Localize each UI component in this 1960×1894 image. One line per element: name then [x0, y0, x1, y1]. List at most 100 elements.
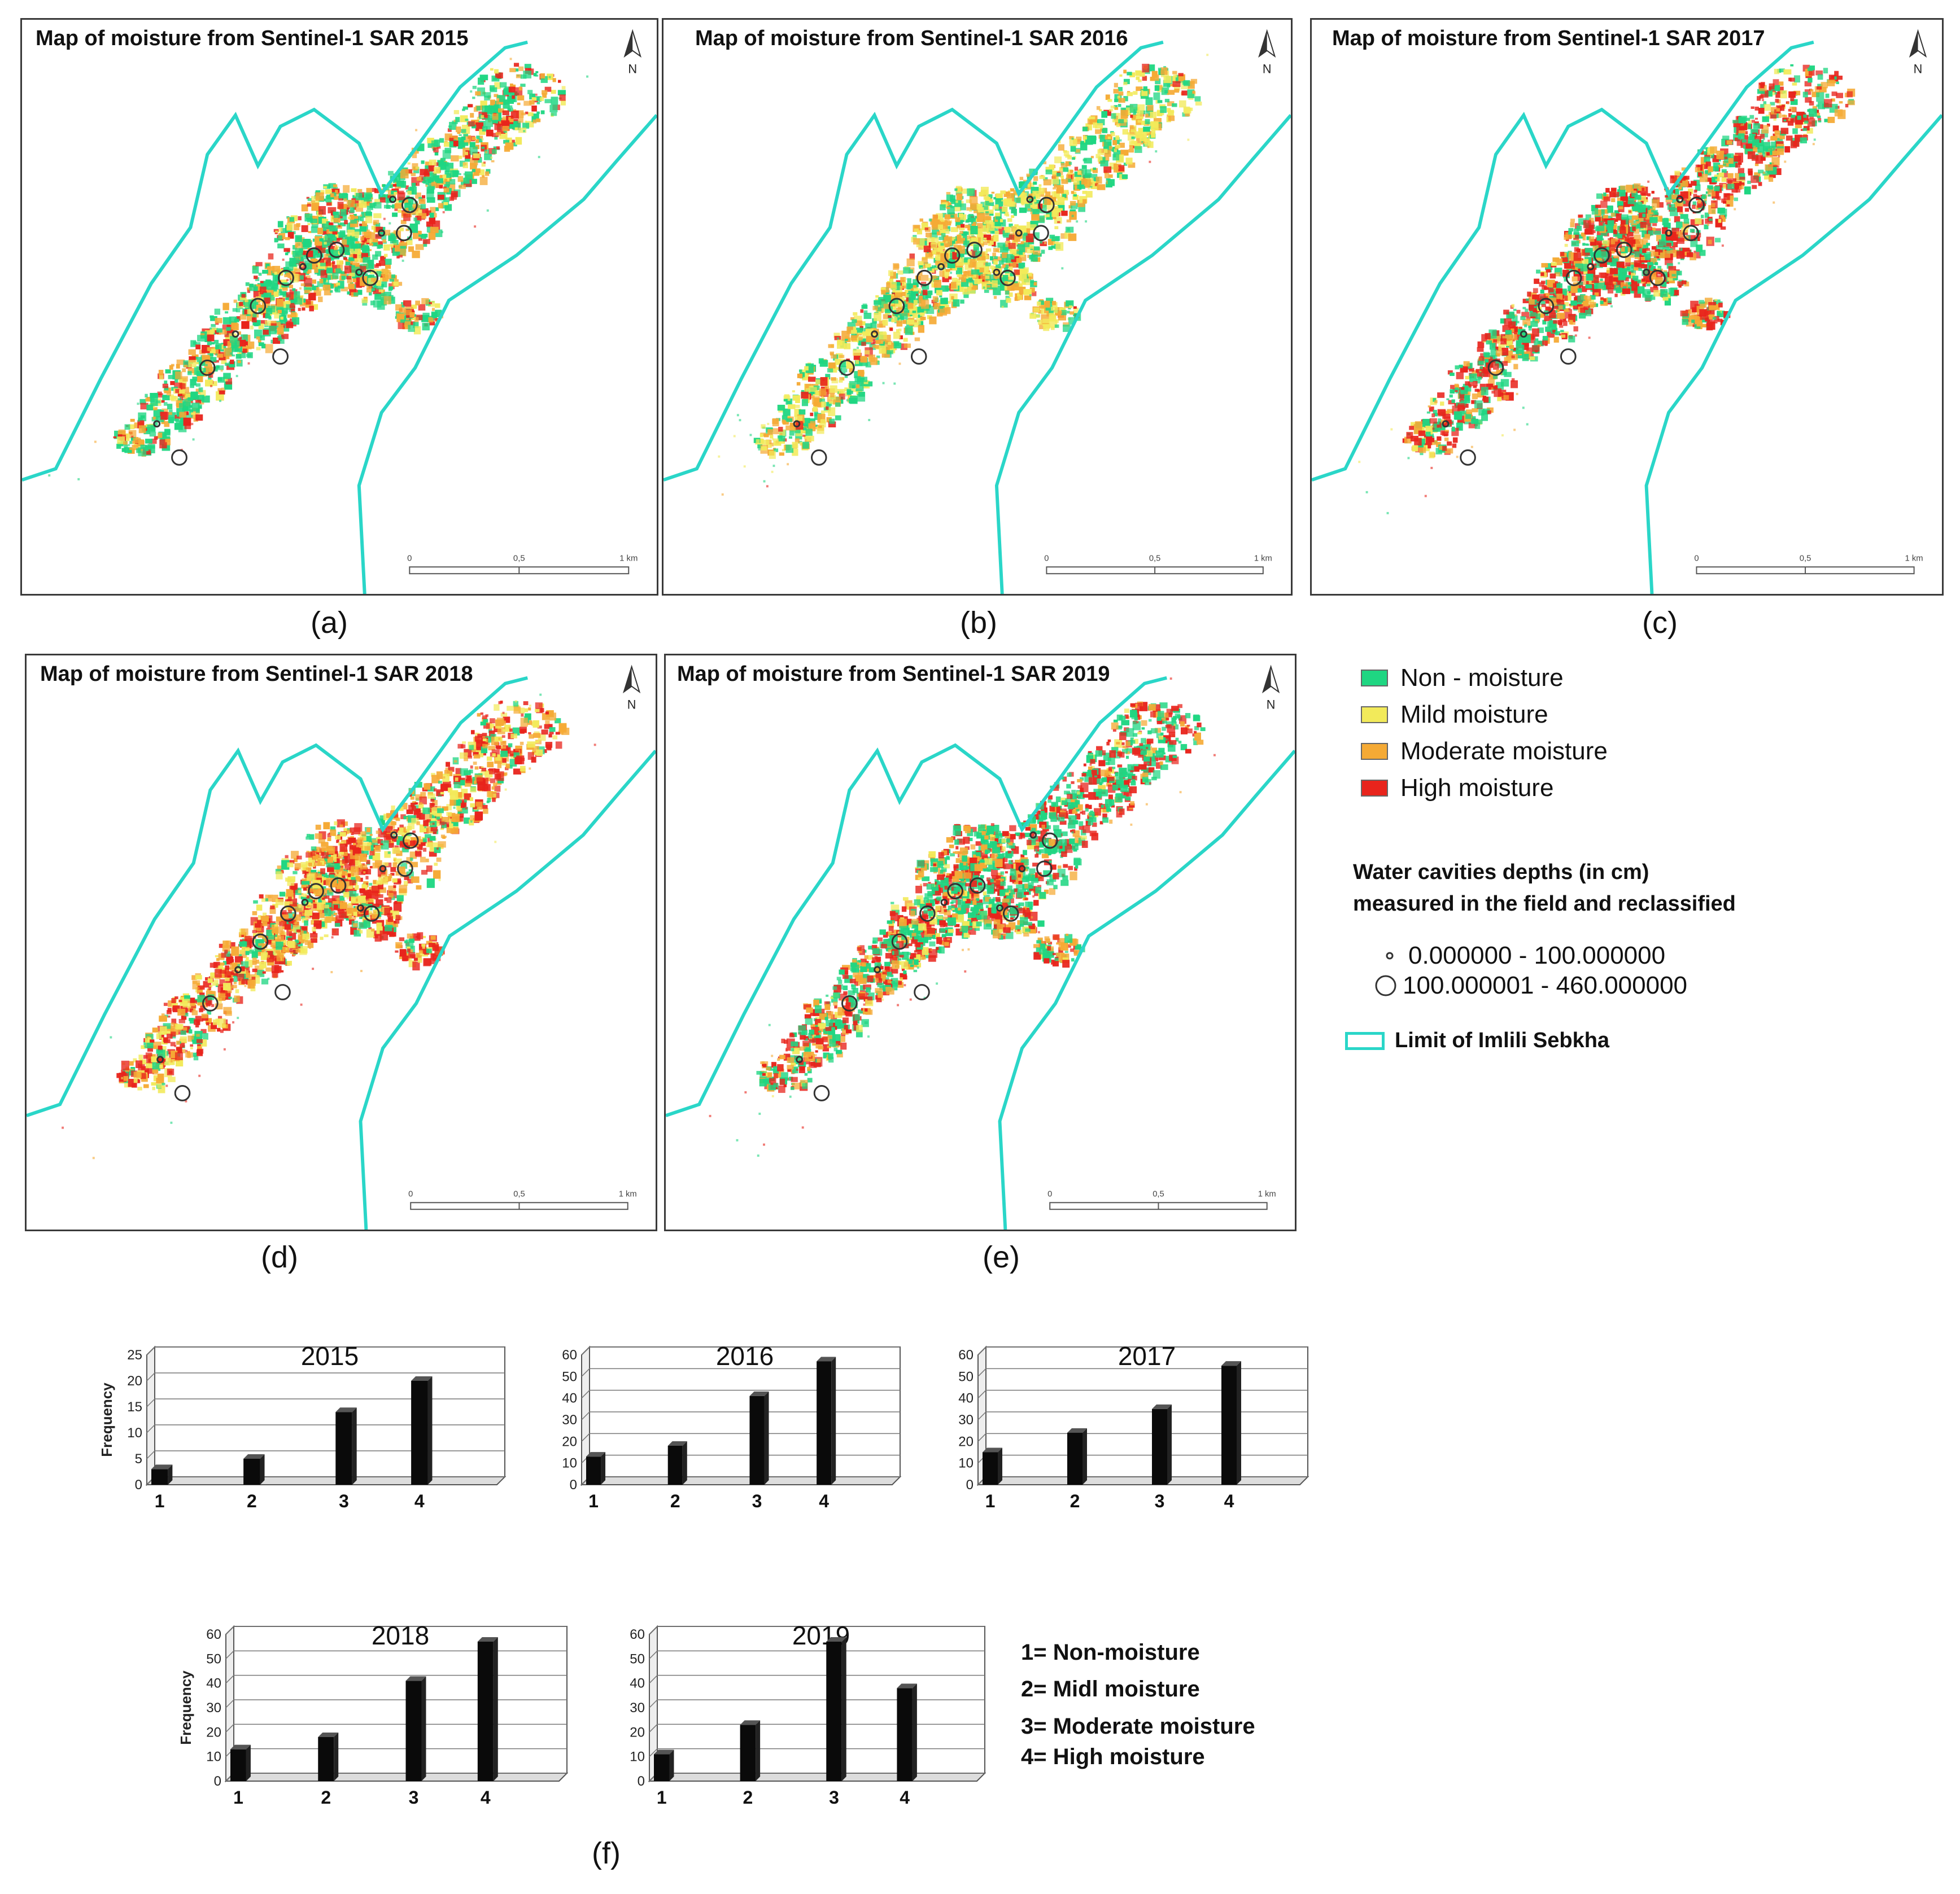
moisture-pixel — [957, 220, 963, 227]
moisture-pixel — [1066, 177, 1072, 183]
moisture-pixel — [247, 309, 253, 314]
moisture-pixel — [350, 214, 355, 220]
moisture-pixel — [1657, 258, 1661, 261]
moisture-pixel — [1747, 151, 1756, 159]
moisture-pixel — [1622, 288, 1631, 294]
moisture-pixel — [238, 339, 246, 347]
moisture-pixel — [260, 320, 267, 325]
moisture-pixel — [310, 259, 317, 265]
moisture-pixel — [317, 281, 324, 287]
moisture-pixel — [359, 200, 367, 208]
moisture-pixel — [117, 430, 126, 436]
moisture-pixel — [1135, 70, 1142, 76]
moisture-pixel — [1771, 157, 1780, 165]
moisture-pixel — [974, 207, 980, 213]
cavity-circle-large — [199, 359, 216, 376]
moisture-pixel — [905, 300, 913, 305]
moisture-pixel — [995, 212, 1001, 217]
moisture-pixel — [211, 342, 215, 345]
moisture-pixel — [422, 322, 430, 331]
moisture-pixel — [435, 178, 443, 183]
moisture-pixel — [914, 228, 919, 233]
moisture-pixel — [1004, 212, 1009, 216]
moisture-pixel — [1687, 183, 1692, 187]
moisture-pixel — [875, 340, 881, 344]
moisture-pixel — [328, 265, 332, 268]
moisture-pixel — [315, 192, 324, 201]
moisture-pixel — [138, 417, 143, 422]
moisture-pixel — [975, 251, 982, 257]
moisture-pixel — [1572, 276, 1578, 282]
moisture-pixel — [152, 416, 158, 420]
moisture-pixel — [767, 422, 770, 425]
moisture-pixel — [124, 447, 132, 453]
moisture-pixel — [312, 279, 317, 284]
moisture-pixel — [420, 234, 426, 239]
moisture-pixel — [322, 285, 331, 291]
moisture-pixel — [474, 168, 481, 173]
moisture-pixel — [789, 436, 793, 439]
moisture-pixel — [456, 126, 461, 133]
moisture-pixel — [366, 285, 372, 290]
moisture-pixel — [515, 137, 522, 145]
moisture-pixel — [966, 207, 971, 211]
moisture-pixel — [1041, 250, 1045, 254]
moisture-pixel — [1189, 107, 1193, 111]
moisture-pixel — [893, 342, 902, 349]
moisture-pixel — [1751, 176, 1759, 183]
moisture-pixel — [1751, 106, 1754, 109]
moisture-pixel — [446, 173, 451, 178]
moisture-pixel — [165, 436, 171, 440]
moisture-pixel — [990, 229, 994, 234]
moisture-pixel — [399, 248, 407, 256]
moisture-pixel — [1721, 198, 1726, 203]
moisture-pixel — [870, 357, 878, 365]
moisture-pixel — [396, 180, 405, 187]
moisture-pixel — [1045, 191, 1051, 197]
moisture-pixel — [492, 113, 499, 120]
moisture-pixel — [423, 176, 431, 184]
moisture-pixel — [1015, 231, 1023, 237]
moisture-pixel — [795, 433, 802, 440]
moisture-pixel — [1016, 249, 1019, 252]
moisture-pixel — [721, 493, 724, 496]
moisture-pixel — [769, 450, 776, 459]
moisture-pixel — [150, 393, 158, 399]
moisture-pixel — [303, 277, 307, 279]
moisture-pixel — [1690, 229, 1695, 233]
moisture-pixel — [352, 272, 360, 279]
moisture-pixel — [359, 224, 363, 226]
moisture-pixel — [995, 269, 999, 273]
moisture-pixel — [1068, 307, 1071, 310]
moisture-pixel — [1050, 326, 1055, 330]
moisture-pixel — [1118, 142, 1125, 148]
moisture-pixel — [757, 444, 763, 449]
moisture-pixel — [961, 224, 965, 228]
moisture-pixel — [954, 188, 958, 191]
moisture-pixel — [881, 290, 886, 295]
moisture-pixel — [1133, 112, 1136, 115]
moisture-pixel — [918, 325, 924, 333]
moisture-pixel — [1050, 196, 1057, 202]
moisture-pixel — [265, 263, 270, 268]
moisture-pixel — [1117, 87, 1123, 91]
moisture-pixel — [542, 90, 548, 95]
moisture-pixel — [190, 340, 197, 347]
moisture-pixel — [413, 314, 416, 317]
moisture-pixel — [1045, 195, 1050, 198]
moisture-pixel — [888, 317, 893, 322]
moisture-pixel — [1116, 123, 1120, 128]
moisture-pixel — [1009, 223, 1013, 228]
moisture-pixel — [523, 130, 526, 133]
moisture-pixel — [425, 182, 429, 186]
moisture-pixel — [911, 290, 919, 296]
moisture-pixel — [1113, 89, 1119, 94]
moisture-pixel — [883, 314, 889, 320]
moisture-pixel — [313, 251, 319, 256]
moisture-pixel — [1140, 71, 1145, 77]
moisture-pixel — [1044, 300, 1050, 308]
moisture-pixel — [143, 427, 151, 435]
moisture-pixel — [176, 364, 180, 369]
moisture-pixel — [977, 207, 984, 213]
moisture-pixel — [1661, 234, 1668, 242]
